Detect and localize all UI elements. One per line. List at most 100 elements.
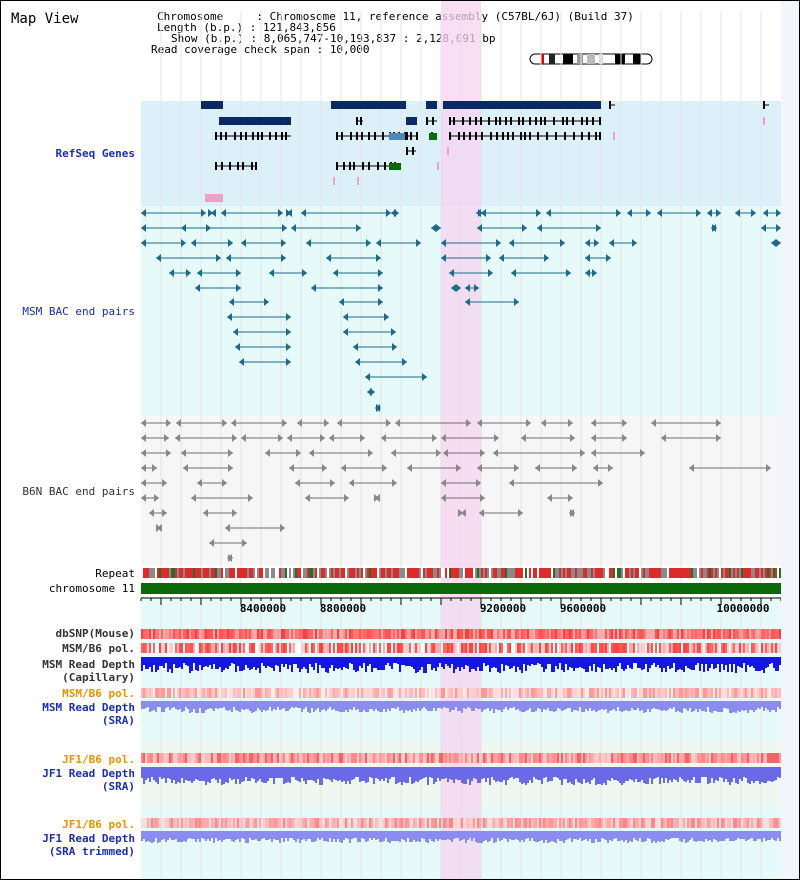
msm-depth-capillary-bar	[567, 657, 569, 670]
jf1-b6-pol-trim-strip	[777, 818, 779, 828]
refseq-exon	[362, 162, 364, 170]
dbsnp-strip	[539, 629, 541, 639]
msm-depth-sra-bar	[497, 701, 499, 710]
msm-b6-pol-strip	[717, 643, 719, 653]
msm-b6-pol-sra-strip	[467, 688, 469, 698]
jf1-trim-depth-bar	[631, 831, 633, 842]
jf1-depth-bar	[411, 767, 413, 784]
b6n-bac-track-label[interactable]: B6N BAC end pairs	[22, 485, 135, 498]
dbsnp-strip	[293, 629, 295, 639]
jf1-b6-pol-trim-strip	[303, 818, 305, 828]
msm-depth-capillary-bar	[319, 657, 321, 665]
msm-depth-sra-bar	[247, 701, 249, 709]
dbsnp-strip	[631, 629, 633, 639]
repeat-bar	[779, 568, 781, 578]
jf1-trim-depth-bar	[675, 831, 677, 838]
jf1-depth-bar	[259, 767, 261, 779]
jf1-depth-bar	[433, 767, 435, 784]
msm-depth-capillary-bar	[275, 657, 277, 665]
msm-depth-capillary-bar	[483, 657, 485, 663]
dbsnp-strip	[603, 629, 605, 639]
refseq-exon	[535, 117, 537, 125]
jf1-trim-depth-bar	[621, 831, 623, 840]
msm-bac-end	[229, 298, 234, 306]
b6n-bac-end	[391, 449, 396, 457]
msm-depth-capillary-bar	[397, 657, 399, 664]
jf1-b6-pol-trim-strip	[563, 818, 565, 828]
jf1-b6-pol-strip	[755, 753, 757, 763]
msm-depth-sra-bar	[611, 701, 613, 710]
msm-bac-track-label[interactable]: MSM BAC end pairs	[22, 305, 135, 318]
jf1-b6-pol-trim-strip	[723, 818, 725, 828]
jf1-b6-pol-trim-strip	[745, 818, 747, 828]
msm-b6-pol-sra-strip	[149, 688, 151, 698]
refseq-exon	[573, 132, 575, 140]
jf1-trim-depth-bar	[245, 831, 247, 843]
msm-b6-pol-strip	[315, 643, 317, 653]
msm-depth-sra-bar	[711, 701, 713, 713]
msm-b6-pol-strip	[679, 643, 681, 653]
dbsnp-strip	[167, 629, 169, 639]
repeat-bar	[715, 568, 717, 578]
jf1-b6-pol-strip	[149, 753, 151, 763]
repeat-bar	[493, 568, 495, 578]
jf1-b6-pol-strip	[427, 753, 429, 763]
msm-bac-end	[761, 224, 766, 232]
jf1-b6-pol-trim-strip	[365, 818, 367, 828]
repeat-bar	[423, 568, 425, 578]
msm-bac-end	[286, 209, 291, 217]
jf1-b6-pol-strip	[483, 753, 485, 763]
jf1-b6-pol-trim-strip	[319, 818, 321, 828]
msm-depth-capillary-bar	[335, 657, 337, 668]
jf1-b6-pol-strip	[191, 753, 193, 763]
msm-bac-end	[514, 298, 519, 306]
msm-b6-pol-strip	[149, 643, 151, 653]
jf1-trim-depth-bar	[561, 831, 563, 841]
msm-bac-end	[378, 269, 383, 277]
jf1-b6-pol-trim-strip	[295, 818, 297, 828]
jf1-b6-pol-strip	[683, 753, 685, 763]
msm-depth-capillary-bar	[253, 657, 255, 667]
repeat-bar	[763, 568, 765, 578]
jf1-trim-depth-bar	[407, 831, 409, 838]
dbsnp-strip	[749, 629, 751, 639]
dbsnp-strip	[319, 629, 321, 639]
msm-depth-sra-bar	[491, 701, 493, 709]
msm-depth-capillary-bar	[269, 657, 271, 667]
msm-depth-capillary-bar	[157, 657, 159, 670]
msm-depth-sra-bar	[455, 701, 457, 707]
refseq-track-label[interactable]: RefSeq Genes	[55, 147, 135, 160]
jf1-b6-pol-strip	[767, 753, 769, 763]
jf1-depth-bar	[409, 767, 411, 777]
dbsnp-strip	[661, 629, 663, 639]
dbsnp-strip	[385, 629, 387, 639]
dbsnp-strip	[419, 629, 421, 639]
msm-depth-capillary-bar	[449, 657, 451, 668]
repeat-bar	[683, 568, 685, 578]
msm-b6-pol-sra-strip	[359, 688, 361, 698]
msm-depth-sra-bar	[635, 701, 637, 710]
refseq-marker	[613, 132, 615, 140]
msm-depth-capillary-bar	[371, 657, 373, 672]
repeat-bar	[341, 568, 343, 578]
msm-depth-capillary-bar	[641, 657, 643, 670]
b6n-bac-end	[222, 419, 227, 427]
refseq-exon	[252, 132, 254, 140]
jf1-depth-bar	[381, 767, 383, 779]
jf1-depth-bar	[491, 767, 493, 777]
msm-depth-capillary-bar	[387, 657, 389, 663]
msm-b6-pol-sra-strip	[483, 688, 485, 698]
msm-depth-sra-bar	[289, 701, 291, 709]
dbsnp-strip	[775, 629, 777, 639]
msm-depth-capillary-bar	[255, 657, 257, 670]
msm-b6-pol-sra-strip	[395, 688, 397, 698]
jf1-trim-depth-bar	[153, 831, 155, 842]
msm-depth-sra-bar	[235, 701, 237, 710]
jf1-trim-depth-bar	[433, 831, 435, 842]
msm-b6-pol-strip	[473, 643, 475, 653]
msm-b6-pol-sra-strip	[305, 688, 307, 698]
dbsnp-strip	[551, 629, 553, 639]
jf1-b6-pol-trim-strip	[507, 818, 509, 828]
msm-b6-pol-strip	[661, 643, 663, 653]
